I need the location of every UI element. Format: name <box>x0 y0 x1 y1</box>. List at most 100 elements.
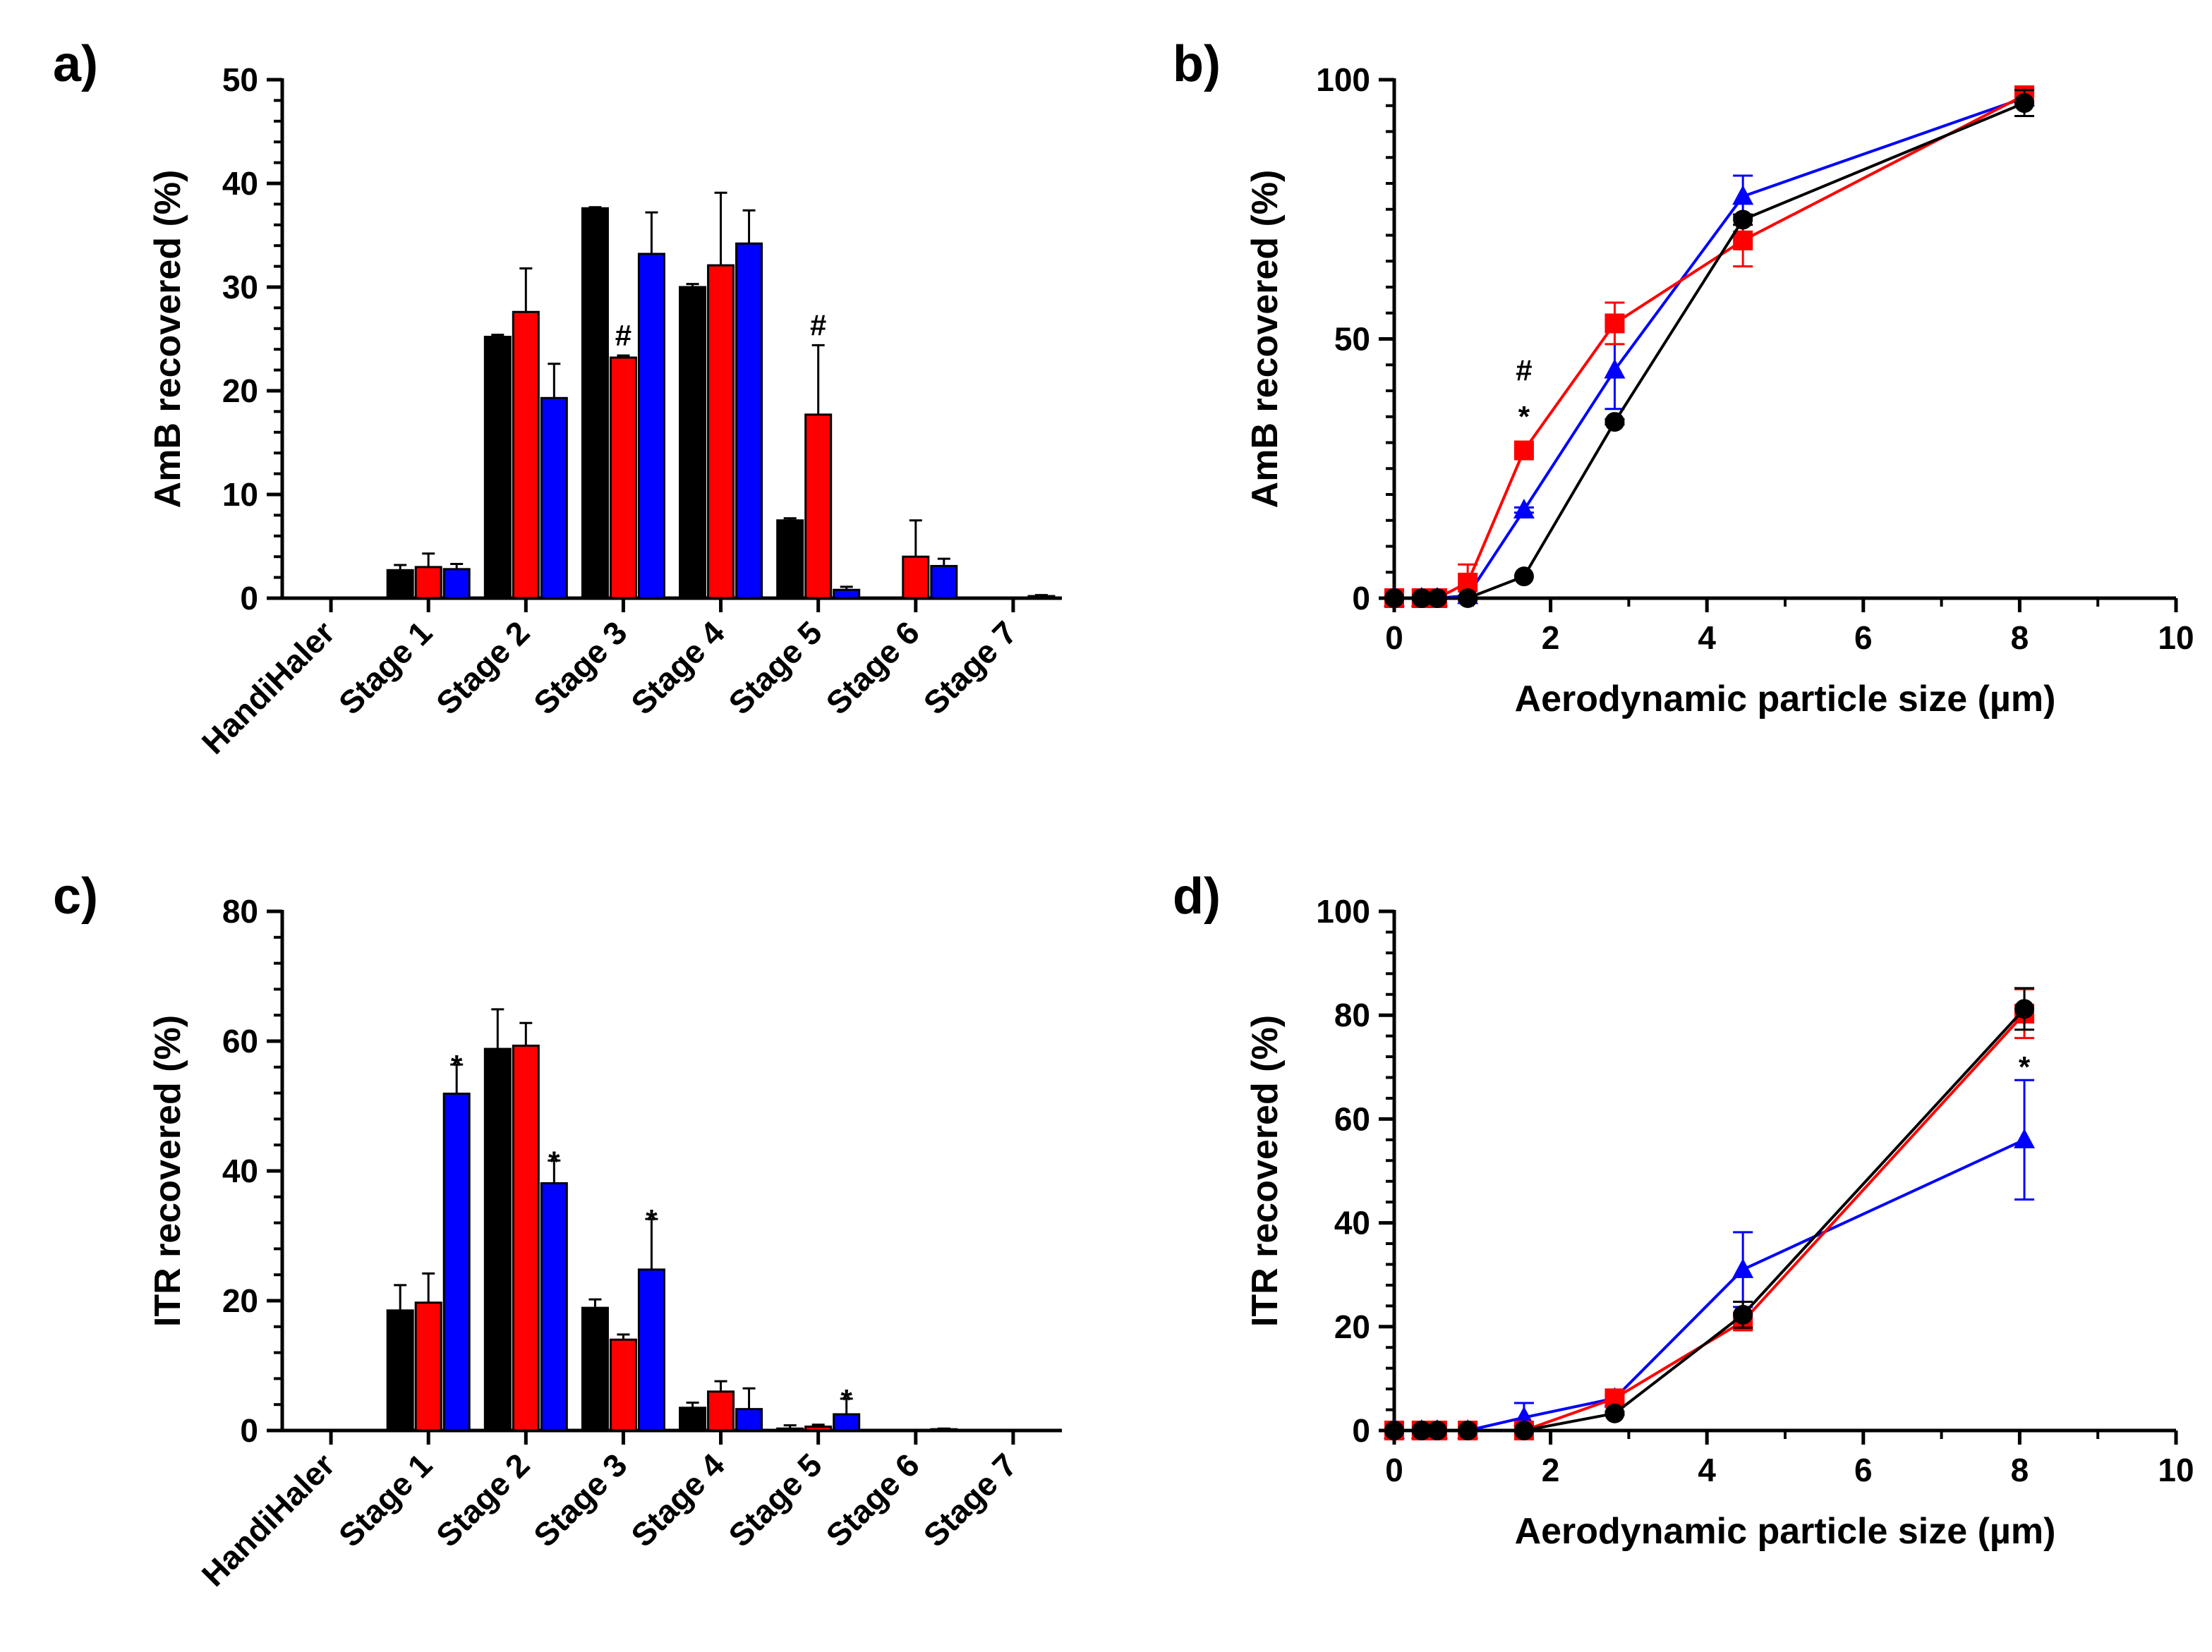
x-tick-label: HandiHaler <box>195 1446 342 1593</box>
x-tick-label: 4 <box>1698 1452 1716 1488</box>
bar <box>735 1408 763 1432</box>
y-tick-label: 100 <box>1316 893 1370 930</box>
series-line-black <box>1394 102 2025 600</box>
significance-marker: * <box>548 1145 560 1178</box>
x-tick-label: Stage 4 <box>624 614 732 722</box>
bar <box>833 1413 861 1432</box>
x-tick-label: 6 <box>1854 1452 1873 1488</box>
bar <box>833 588 861 600</box>
significance-marker: # <box>1516 353 1532 387</box>
y-tick-label: 80 <box>1334 997 1370 1033</box>
x-tick-label: Stage 1 <box>332 1446 439 1553</box>
bar <box>776 519 804 600</box>
x-tick-label: Stage 7 <box>917 614 1024 721</box>
x-tick-label: Stage 6 <box>818 1446 926 1553</box>
bar <box>414 566 442 600</box>
y-tick-label: 80 <box>222 893 258 930</box>
y-tick-label: 100 <box>1316 61 1370 98</box>
bar <box>679 286 707 600</box>
bar <box>930 564 958 600</box>
y-tick-label: 50 <box>222 61 258 98</box>
bar <box>1027 595 1056 600</box>
series-line-blue <box>1394 96 2025 600</box>
significance-marker: * <box>841 1383 853 1416</box>
data-point-black <box>1604 412 1625 432</box>
x-tick-label: Stage 7 <box>917 1446 1024 1553</box>
bar <box>581 207 609 600</box>
x-tick-label: Stage 3 <box>526 614 634 721</box>
bar <box>707 264 735 600</box>
y-axis-title: AmB recovered (%) <box>1245 170 1286 509</box>
x-tick-label: Stage 2 <box>429 614 536 721</box>
bar <box>512 1044 540 1432</box>
x-tick-label: 8 <box>2011 619 2029 656</box>
y-tick-label: 40 <box>1334 1205 1370 1241</box>
bar <box>483 1047 512 1432</box>
y-tick-label: 0 <box>1352 1412 1370 1449</box>
panel-label: c) <box>53 868 98 925</box>
y-tick-label: 60 <box>1334 1100 1370 1137</box>
data-point-black <box>1604 1403 1625 1423</box>
x-tick-label: HandiHaler <box>195 614 342 761</box>
bar <box>735 242 763 600</box>
bar <box>442 1093 471 1432</box>
data-point-black <box>2014 93 2035 114</box>
bar <box>804 413 833 600</box>
y-tick-label: 0 <box>1352 580 1370 617</box>
significance-marker: * <box>1518 400 1530 433</box>
data-point-red <box>1733 230 1753 250</box>
bar <box>776 1427 804 1432</box>
y-tick-label: 20 <box>222 1282 258 1319</box>
y-tick-label: 10 <box>222 476 258 513</box>
data-point-black <box>1411 1421 1432 1440</box>
bar <box>609 356 637 600</box>
bar <box>707 1390 735 1432</box>
bar <box>609 1338 637 1432</box>
data-point-blue <box>1604 358 1626 379</box>
x-tick-label: Stage 5 <box>721 614 828 721</box>
x-tick-label: 10 <box>2158 1452 2194 1488</box>
panel-2: b) 0 50 100 AmB recovered (%) 0 2 4 6 8 10 Aerodyna… <box>1173 36 2194 719</box>
x-tick-label: 0 <box>1385 619 1403 656</box>
bar <box>679 1407 707 1432</box>
x-tick-label: 8 <box>2011 1452 2029 1488</box>
y-tick-label: 50 <box>1334 321 1370 358</box>
bar <box>483 336 512 600</box>
data-point-black <box>1733 1304 1753 1325</box>
data-point-red <box>1604 313 1625 334</box>
data-point-black <box>1513 566 1534 587</box>
x-axis-title: Aerodynamic particle size (µm) <box>1515 1511 2056 1552</box>
data-point-black <box>2014 999 2035 1019</box>
significance-marker: # <box>810 308 826 341</box>
data-point-black <box>1458 588 1478 608</box>
data-point-red <box>1513 440 1534 461</box>
bar <box>442 568 471 600</box>
bar <box>540 396 568 600</box>
y-tick-label: 20 <box>222 372 258 409</box>
data-point-blue <box>1732 185 1754 205</box>
bar <box>512 310 540 600</box>
data-point-black <box>1733 209 1753 230</box>
series-line-red <box>1394 1012 2026 1432</box>
significance-marker: * <box>646 1203 658 1237</box>
x-tick-label: 6 <box>1854 619 1873 656</box>
y-tick-label: 40 <box>222 1153 258 1189</box>
data-point-black <box>1384 1421 1404 1440</box>
bar <box>386 1309 414 1432</box>
x-tick-label: 4 <box>1698 619 1716 656</box>
y-tick-label: 0 <box>240 580 258 617</box>
bar <box>414 1301 442 1432</box>
data-point-black <box>1411 588 1432 608</box>
data-point-blue <box>2014 1128 2036 1148</box>
data-point-blue <box>1732 1258 1754 1278</box>
series-line-red <box>1394 94 2025 600</box>
panel-label: a) <box>53 36 98 92</box>
x-tick-label: 10 <box>2158 619 2194 656</box>
x-tick-label: Stage 5 <box>721 1446 828 1553</box>
y-axis-title: ITR recovered (%) <box>147 1015 188 1327</box>
significance-marker: * <box>2019 1050 2031 1083</box>
data-point-black <box>1458 1421 1478 1440</box>
x-tick-label: Stage 1 <box>332 614 439 721</box>
